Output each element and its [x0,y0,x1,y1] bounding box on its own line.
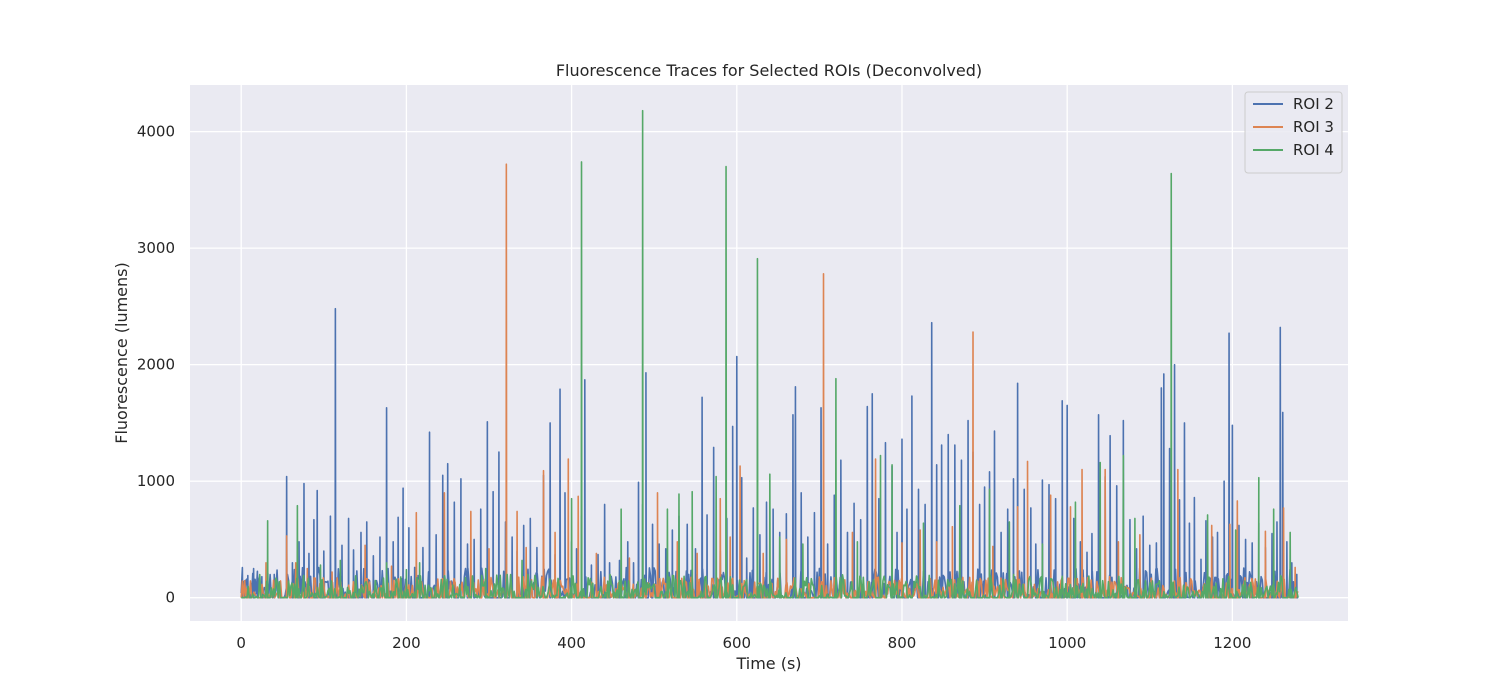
series-line [240,163,1299,599]
x-tick-label: 400 [557,634,586,652]
y-axis-label: Fluorescence (lumens) [112,262,131,443]
y-axis-ticks: 0 1000 2000 3000 4000 [137,123,175,607]
x-tick-label: 600 [722,634,751,652]
legend-box [1244,91,1343,174]
y-tick-label: 4000 [137,123,175,141]
y-tick-label: 2000 [137,356,175,374]
x-tick-label: 200 [392,634,421,652]
legend: ROI 2 ROI 3 ROI 4 [1244,91,1343,174]
x-tick-label: 0 [236,634,246,652]
x-tick-label: 800 [888,634,917,652]
x-tick-label: 1000 [1048,634,1086,652]
legend-label: ROI 4 [1293,141,1334,159]
x-tick-label: 1200 [1213,634,1251,652]
legend-label: ROI 3 [1293,118,1334,136]
chart-title: Fluorescence Traces for Selected ROIs (D… [556,61,982,80]
y-tick-label: 0 [165,589,175,607]
y-tick-label: 3000 [137,239,175,257]
x-axis-ticks: 0 200 400 600 800 1000 1200 [236,634,1251,652]
plot-area [190,85,1348,621]
series-line [241,109,1299,599]
legend-label: ROI 2 [1293,95,1334,113]
y-tick-label: 1000 [137,472,175,490]
x-axis-label: Time (s) [735,654,801,673]
series-layer [240,109,1299,599]
